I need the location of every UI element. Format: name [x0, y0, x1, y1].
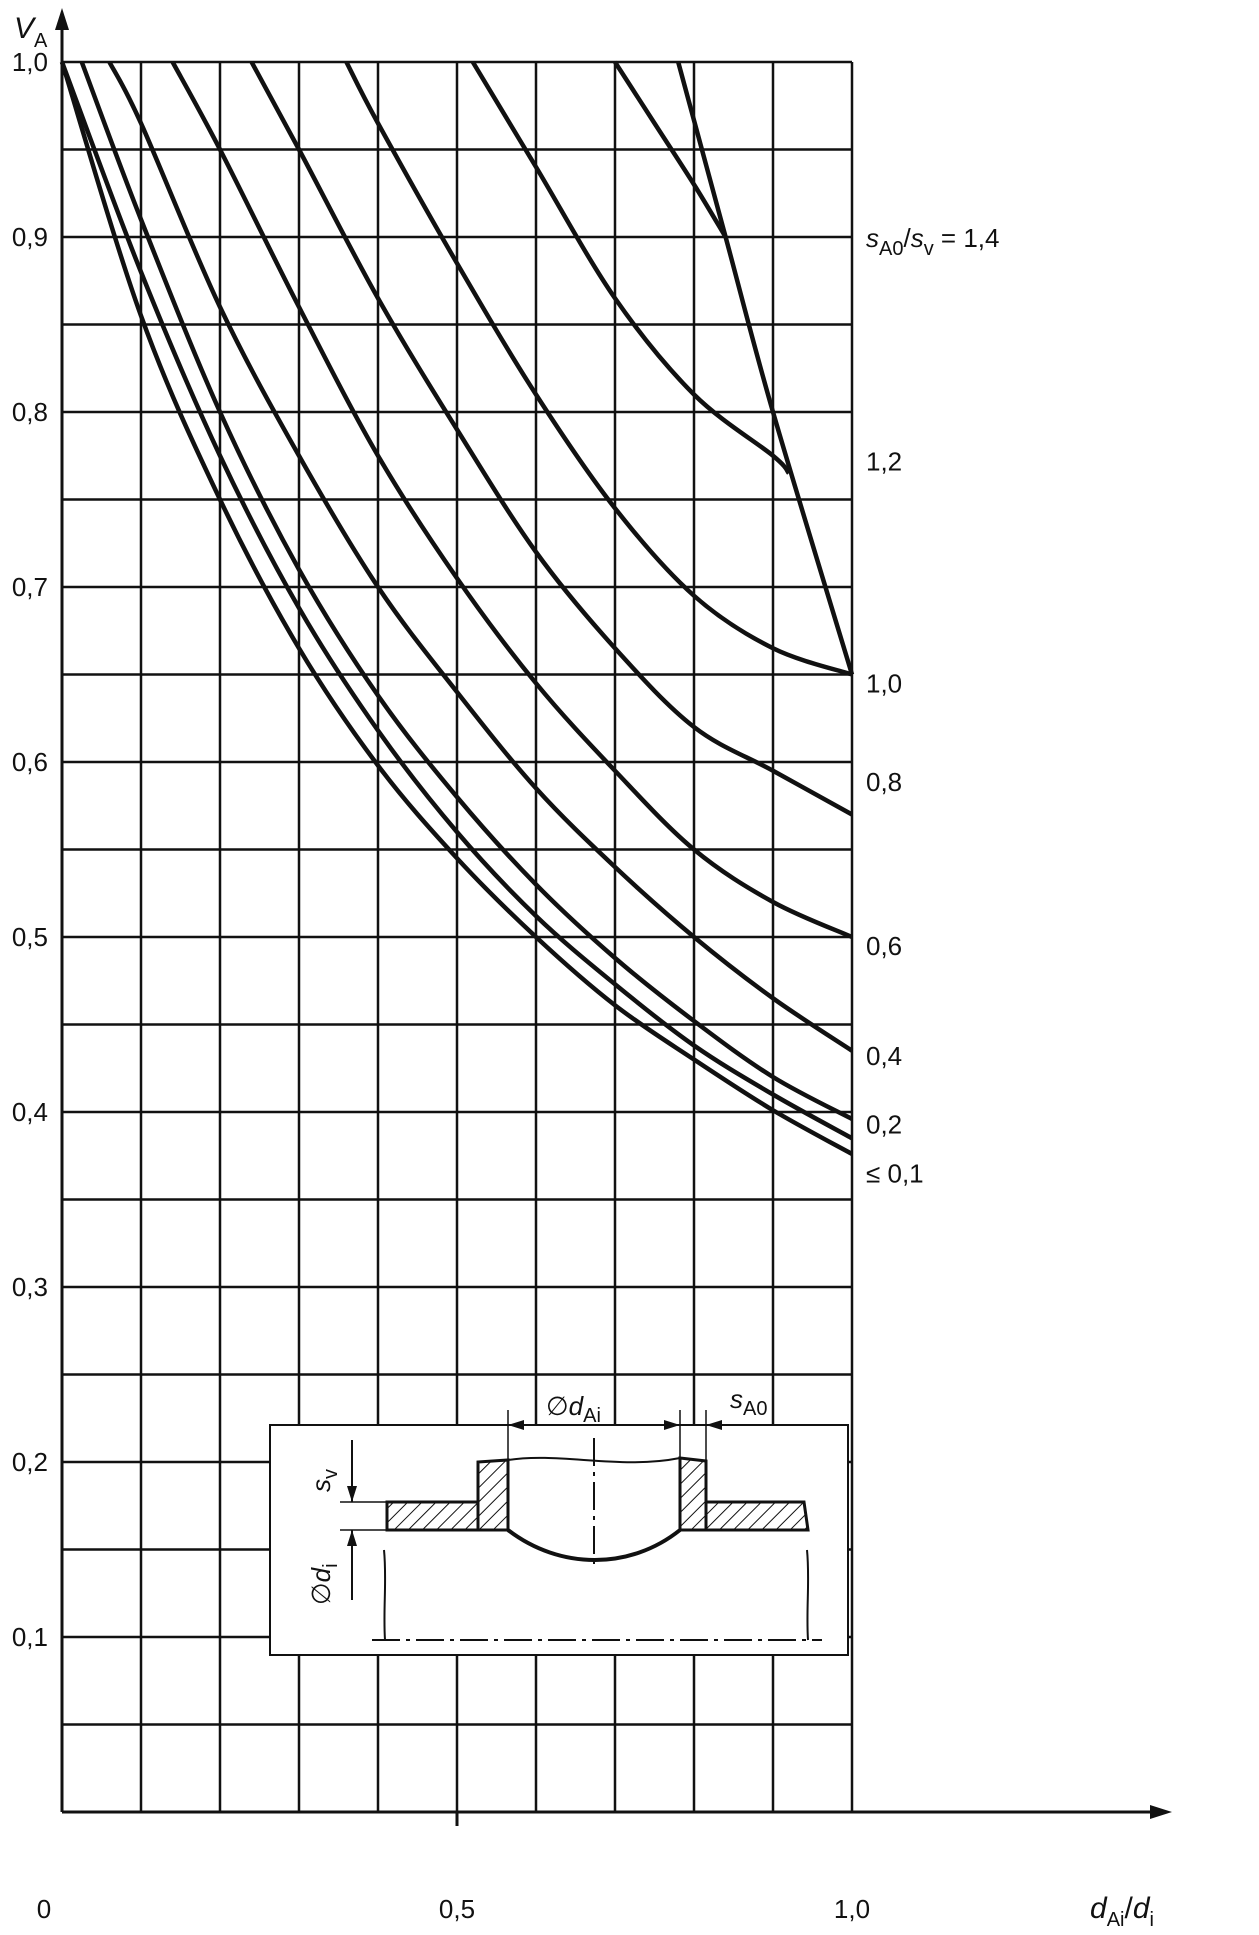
shell-plate	[704, 1500, 810, 1532]
s-v-label: sv	[306, 1469, 342, 1492]
chart-axes	[55, 8, 1172, 1826]
nozzle-top-edge	[507, 1456, 681, 1464]
nozzle-wall	[678, 1456, 708, 1532]
curve-label: 1,0	[866, 669, 902, 699]
series-line	[170, 60, 853, 940]
arrow	[664, 1420, 680, 1430]
nozzle-wall	[476, 1458, 510, 1532]
series-line	[613, 60, 728, 239]
y-tick-label: 0,6	[12, 747, 48, 777]
y-tick-label: 0,7	[12, 572, 48, 602]
arrow	[347, 1486, 357, 1502]
y-axis-label: VA	[14, 12, 48, 52]
x-axis-arrow	[1150, 1805, 1172, 1819]
y-axis-arrow	[55, 8, 69, 30]
tick-labels: 0,1 0,2 0,3 0,4 0,5 0,6 0,7 0,8 0,9 1,0 0 0,5 1,0	[12, 47, 870, 1924]
d-ai-label: ∅dAi	[546, 1391, 601, 1427]
arrow	[347, 1530, 357, 1546]
series-line	[59, 61, 854, 1141]
series-line	[107, 60, 854, 1053]
curve-label: 0,8	[866, 767, 902, 797]
pipe-outline	[383, 1549, 810, 1641]
arrow	[508, 1420, 524, 1430]
s-a0-label: sA0	[730, 1384, 767, 1420]
series-line	[59, 61, 854, 1156]
y-tick-label: 0,9	[12, 222, 48, 252]
series-line	[249, 60, 854, 817]
curve-label: 1,2	[866, 447, 902, 477]
d-i-label: ∅di	[306, 1563, 342, 1605]
series-line	[79, 61, 854, 1121]
x-tick-label: 0,5	[439, 1894, 475, 1924]
y-tick-label: 0,3	[12, 1272, 48, 1302]
curve-label: ≤ 0,1	[866, 1159, 924, 1189]
x-axis-label: dAi/di	[1090, 1892, 1154, 1931]
y-tick-label: 0,8	[12, 397, 48, 427]
nozzle-section-diagram: ∅dAi sA0 sv ∅di	[269, 1384, 849, 1656]
series-line	[470, 60, 791, 475]
y-tick-label: 1,0	[12, 47, 48, 77]
x-tick-label: 1,0	[834, 1894, 870, 1924]
opening-curve	[506, 1528, 682, 1562]
curve-label: 0,6	[866, 931, 902, 961]
curve-labels: sA0/sv = 1,4 1,2 1,0 0,8 0,6 0,4 0,2 ≤ 0,1	[866, 223, 1000, 1189]
shell-plate	[385, 1500, 480, 1532]
arrow	[706, 1420, 722, 1430]
y-tick-label: 0,1	[12, 1622, 48, 1652]
y-tick-label: 0,4	[12, 1097, 48, 1127]
y-tick-label: 0,2	[12, 1447, 48, 1477]
series-line	[344, 60, 853, 677]
y-tick-label: 0,5	[12, 922, 48, 952]
series-line	[676, 61, 855, 676]
x-tick-label: 0	[37, 1894, 51, 1924]
chart-series	[59, 60, 855, 1156]
curve-label: 0,2	[866, 1110, 902, 1140]
inset-background	[269, 1424, 849, 1656]
curve-label: 0,4	[866, 1041, 902, 1071]
curve-label: sA0/sv = 1,4	[866, 223, 1000, 260]
